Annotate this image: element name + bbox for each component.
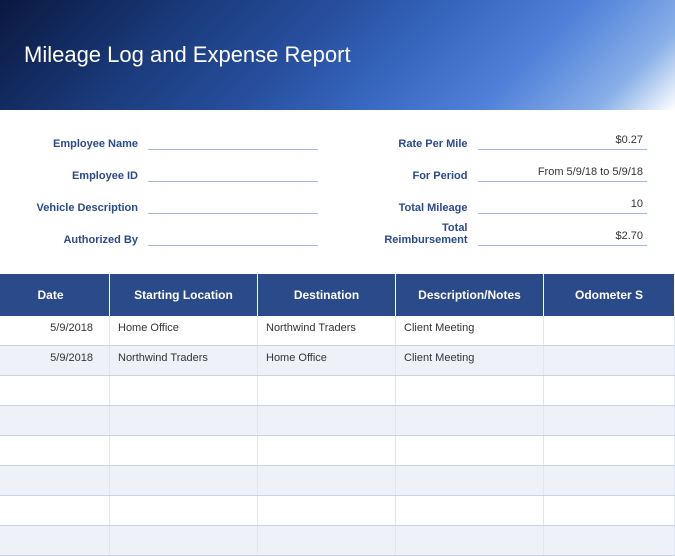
info-row-right-3: Total Reimbursement$2.70: [358, 226, 648, 246]
column-header: Destination: [258, 274, 396, 316]
info-section: Employee Name Employee ID Vehicle Descript…: [0, 110, 675, 274]
info-row-right-2: Total Mileage10: [358, 194, 648, 214]
cell-description[interactable]: Client Meeting: [396, 346, 544, 375]
table-body: 5/9/2018Home OfficeNorthwind TradersClie…: [0, 316, 675, 556]
cell-destination[interactable]: [258, 466, 396, 495]
cell-odometer[interactable]: [544, 496, 675, 525]
cell-date[interactable]: [0, 466, 110, 495]
info-label: For Period: [358, 170, 478, 182]
cell-destination[interactable]: [258, 526, 396, 555]
cell-date[interactable]: 5/9/2018: [0, 346, 110, 375]
info-row-left-3: Authorized By: [28, 226, 318, 246]
cell-date[interactable]: 5/9/2018: [0, 316, 110, 345]
info-row-left-1: Employee ID: [28, 162, 318, 182]
cell-odometer[interactable]: [544, 526, 675, 555]
cell-odometer[interactable]: [544, 436, 675, 465]
cell-odometer[interactable]: [544, 376, 675, 405]
mileage-table: DateStarting LocationDestinationDescript…: [0, 274, 675, 556]
table-row: [0, 436, 675, 466]
cell-description[interactable]: [396, 466, 544, 495]
cell-odometer[interactable]: [544, 316, 675, 345]
info-label: Total Mileage: [358, 202, 478, 214]
info-label: Total Reimbursement: [358, 222, 478, 246]
info-value[interactable]: [148, 230, 318, 246]
cell-starting-location[interactable]: [110, 496, 258, 525]
cell-starting-location[interactable]: [110, 376, 258, 405]
cell-date[interactable]: [0, 376, 110, 405]
cell-description[interactable]: Client Meeting: [396, 316, 544, 345]
table-row: [0, 496, 675, 526]
cell-description[interactable]: [396, 436, 544, 465]
cell-destination[interactable]: [258, 406, 396, 435]
info-label: Employee ID: [28, 170, 148, 182]
cell-date[interactable]: [0, 496, 110, 525]
column-header: Odometer S: [544, 274, 675, 316]
info-value[interactable]: $0.27: [478, 134, 648, 150]
table-header-row: DateStarting LocationDestinationDescript…: [0, 274, 675, 316]
table-row: 5/9/2018Home OfficeNorthwind TradersClie…: [0, 316, 675, 346]
page-title: Mileage Log and Expense Report: [24, 42, 351, 68]
info-value[interactable]: $2.70: [478, 230, 648, 246]
info-value[interactable]: 10: [478, 198, 648, 214]
cell-odometer[interactable]: [544, 466, 675, 495]
info-row-left-2: Vehicle Description: [28, 194, 318, 214]
cell-starting-location[interactable]: Home Office: [110, 316, 258, 345]
info-right-column: Rate Per Mile$0.27 For PeriodFrom 5/9/18 …: [358, 130, 648, 258]
cell-date[interactable]: [0, 406, 110, 435]
cell-destination[interactable]: [258, 436, 396, 465]
cell-destination[interactable]: [258, 376, 396, 405]
table-row: [0, 376, 675, 406]
column-header: Date: [0, 274, 110, 316]
info-label: Rate Per Mile: [358, 138, 478, 150]
info-value[interactable]: From 5/9/18 to 5/9/18: [478, 166, 648, 182]
column-header: Description/Notes: [396, 274, 544, 316]
info-label: Authorized By: [28, 234, 148, 246]
header-banner: Mileage Log and Expense Report: [0, 0, 675, 110]
cell-starting-location[interactable]: [110, 436, 258, 465]
cell-destination[interactable]: Northwind Traders: [258, 316, 396, 345]
info-value[interactable]: [148, 134, 318, 150]
info-row-right-0: Rate Per Mile$0.27: [358, 130, 648, 150]
cell-description[interactable]: [396, 376, 544, 405]
cell-odometer[interactable]: [544, 406, 675, 435]
info-value[interactable]: [148, 198, 318, 214]
column-header: Starting Location: [110, 274, 258, 316]
info-value[interactable]: [148, 166, 318, 182]
cell-date[interactable]: [0, 436, 110, 465]
cell-starting-location[interactable]: Northwind Traders: [110, 346, 258, 375]
cell-description[interactable]: [396, 526, 544, 555]
table-row: [0, 526, 675, 556]
info-label: Vehicle Description: [28, 202, 148, 214]
cell-destination[interactable]: [258, 496, 396, 525]
info-row-left-0: Employee Name: [28, 130, 318, 150]
cell-starting-location[interactable]: [110, 466, 258, 495]
cell-destination[interactable]: Home Office: [258, 346, 396, 375]
cell-description[interactable]: [396, 496, 544, 525]
cell-odometer[interactable]: [544, 346, 675, 375]
cell-starting-location[interactable]: [110, 526, 258, 555]
table-row: [0, 406, 675, 436]
info-row-right-1: For PeriodFrom 5/9/18 to 5/9/18: [358, 162, 648, 182]
cell-starting-location[interactable]: [110, 406, 258, 435]
table-row: [0, 466, 675, 496]
cell-description[interactable]: [396, 406, 544, 435]
cell-date[interactable]: [0, 526, 110, 555]
table-row: 5/9/2018Northwind TradersHome OfficeClie…: [0, 346, 675, 376]
info-left-column: Employee Name Employee ID Vehicle Descript…: [28, 130, 318, 258]
info-label: Employee Name: [28, 138, 148, 150]
